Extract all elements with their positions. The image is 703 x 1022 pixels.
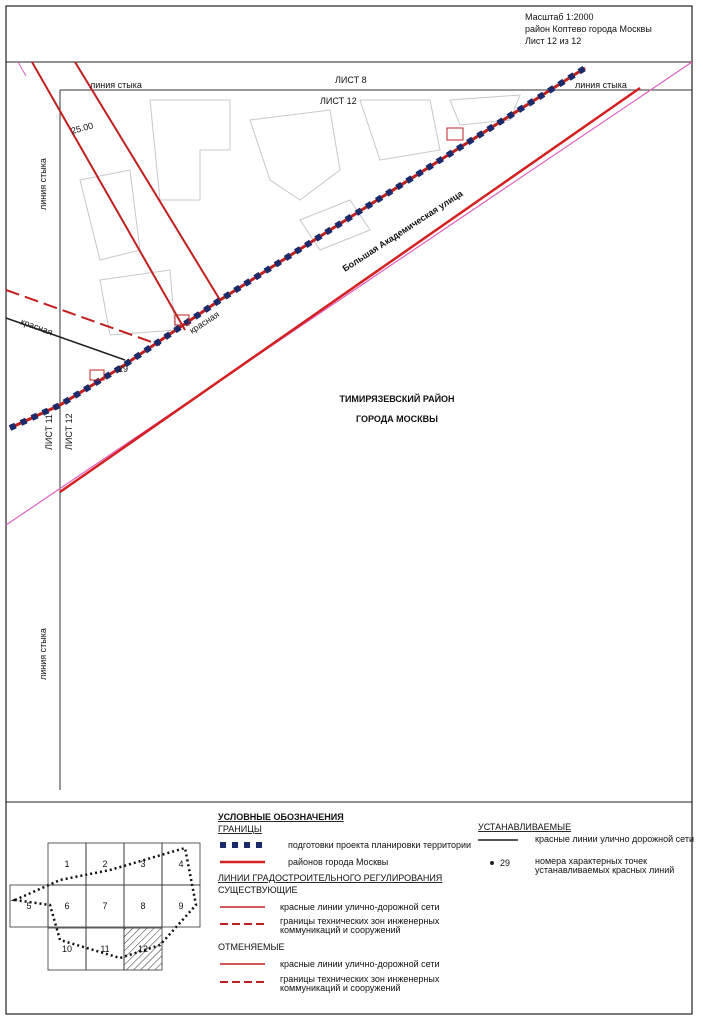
header: Масштаб 1:2000 район Коптево города Моск… xyxy=(525,12,652,46)
index-number: 3 xyxy=(140,859,145,869)
legend-symbol xyxy=(490,861,494,865)
legend-heading: УСТАНАВЛИВАЕМЫЕ xyxy=(478,822,571,832)
legend-heading: ЛИНИИ ГРАДОСТРОИТЕЛЬНОГО РЕГУЛИРОВАНИЯ xyxy=(218,873,442,883)
legend-text: номера характерных точек xyxy=(535,856,647,866)
legend-text: границы технических зон инженерных xyxy=(280,916,440,926)
district-boundary xyxy=(59,86,641,494)
district-name: ГОРОДА МОСКВЫ xyxy=(356,414,438,424)
index-number: 12 xyxy=(138,944,148,954)
legend-text: границы технических зон инженерных xyxy=(280,974,440,984)
line-label: красная xyxy=(19,316,54,337)
scale: Масштаб 1:2000 xyxy=(525,12,594,22)
sheet-label: ЛИСТ 12 xyxy=(320,96,357,106)
legend-heading: ОТМЕНЯЕМЫЕ xyxy=(218,942,284,952)
index-number: 7 xyxy=(102,901,107,911)
legend-heading: СУЩЕСТВУЮЩИЕ xyxy=(218,885,297,895)
sheet-index: 1 2 3 45 6 7 8 910 11 12 xyxy=(9,842,201,971)
dimension: 25.00 xyxy=(70,120,94,135)
legend-text: 29 xyxy=(500,858,510,868)
legend-text: устанавливаемых красных линий xyxy=(535,865,674,875)
red-line xyxy=(31,61,186,331)
legend-text: красные линии улично дорожной сети xyxy=(535,834,694,844)
index-number: 1 xyxy=(64,859,69,869)
sheet-label: ЛИСТ 12 xyxy=(64,413,74,450)
index-number: 10 xyxy=(62,944,72,954)
joint-line xyxy=(5,61,693,526)
index-number: 8 xyxy=(140,901,145,911)
index-number: 2 xyxy=(102,859,107,869)
legend-text: районов города Москвы xyxy=(288,857,388,867)
map: линия стыка линия стыка ЛИСТ 8 ЛИСТ 12 л… xyxy=(5,61,693,790)
markers xyxy=(89,127,464,381)
street-name: Большая Академическая улица xyxy=(341,188,466,274)
legend-text: красные линии улично-дорожной сети xyxy=(280,959,440,969)
red-line xyxy=(74,61,221,301)
index-number: 6 xyxy=(64,901,69,911)
point-number: 29 xyxy=(118,364,128,374)
legend-text: коммуникаций и сооружений xyxy=(280,983,401,993)
joint-line xyxy=(17,61,27,77)
planning-boundary xyxy=(8,65,587,431)
index-cell xyxy=(123,927,163,971)
joint-label: линия стыка xyxy=(575,80,627,90)
district: район Коптево города Москвы xyxy=(525,24,652,34)
legend-title: УСЛОВНЫЕ ОБОЗНАЧЕНИЯ xyxy=(218,812,344,822)
red-line-cancelled xyxy=(5,317,126,361)
index-number: 9 xyxy=(178,901,183,911)
joint-label: линия стыка xyxy=(38,628,48,680)
index-number: 4 xyxy=(178,859,183,869)
joint-label: линия стыка xyxy=(38,158,48,210)
zone-line xyxy=(5,289,161,346)
sheet-label: ЛИСТ 8 xyxy=(335,75,367,85)
index-number: 11 xyxy=(100,944,109,954)
district-name: ТИМИРЯЗЕВСКИЙ РАЙОН xyxy=(339,393,454,404)
legend-heading: ГРАНИЦЫ xyxy=(218,824,262,834)
line-label: красная xyxy=(188,309,221,336)
legend-text: подготовки проекта планировки территории xyxy=(288,840,471,850)
index-number: 5 xyxy=(26,901,31,911)
buildings xyxy=(79,94,521,336)
index-cell xyxy=(161,884,201,928)
frame xyxy=(5,5,693,1015)
sheet-label: ЛИСТ 11 xyxy=(44,414,54,450)
legend-text: красные линии улично-дорожной сети xyxy=(280,902,440,912)
sheet-number: Лист 12 из 12 xyxy=(525,36,581,46)
joint-label: линия стыка xyxy=(90,80,142,90)
legend: УСЛОВНЫЕ ОБОЗНАЧЕНИЯ ГРАНИЦЫ подготовки … xyxy=(218,812,694,993)
legend-text: коммуникаций и сооружений xyxy=(280,925,401,935)
